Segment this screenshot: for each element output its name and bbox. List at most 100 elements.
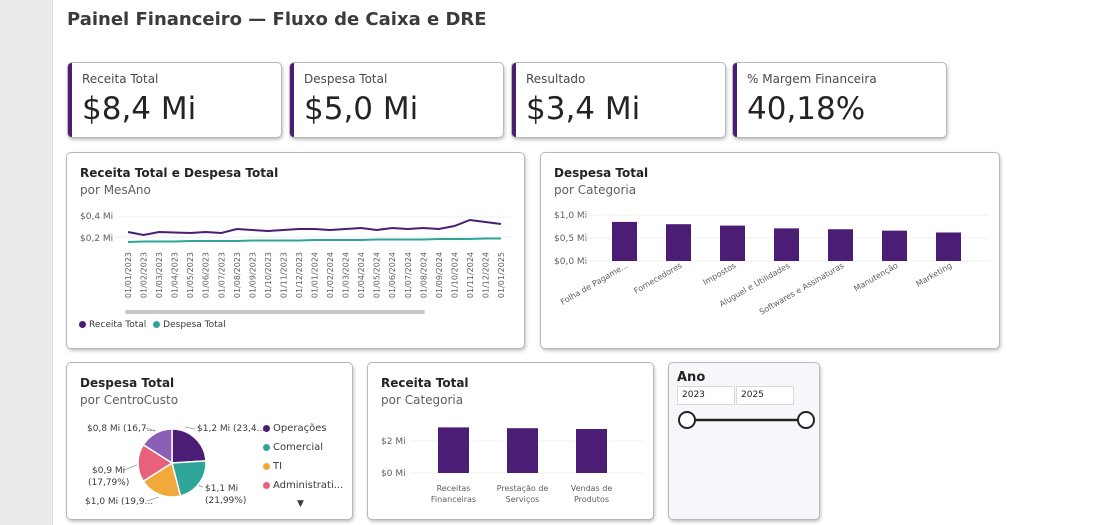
y-tick-label: $2 Mi — [381, 437, 406, 447]
x-tick-label: Prestação de — [497, 484, 549, 493]
legend-label: Receita Total — [89, 320, 147, 330]
x-tick-label: 01/09/2024 — [435, 252, 444, 298]
leader-line — [144, 427, 157, 432]
chart-title: Receita Total — [381, 376, 469, 390]
chart-title: Despesa Total — [80, 376, 175, 390]
bar-chart: $1,0 Mi $0,5 Mi $0,0 Mi Folha de Pagame.… — [554, 211, 989, 317]
legend-label: Despesa Total — [163, 320, 226, 330]
x-tick-label: 01/04/2023 — [171, 252, 180, 298]
y-tick-label: $1,0 Mi — [554, 211, 587, 221]
x-tick-label: 01/07/2024 — [404, 252, 413, 298]
legend-more-icon[interactable]: ▼ — [297, 499, 304, 509]
bar — [936, 232, 961, 261]
bar — [507, 428, 538, 473]
despesa-categoria-card[interactable]: Despesa Total por Categoria $1,0 Mi $0,5… — [541, 153, 999, 348]
x-tick-label: 01/05/2023 — [186, 252, 195, 298]
leader-line — [123, 464, 138, 471]
kpi-card-resultado[interactable]: Resultado $3,4 Mi — [512, 63, 725, 137]
bar — [612, 221, 637, 261]
legend-dot — [153, 321, 161, 328]
x-tick-label: 01/07/2023 — [217, 252, 226, 298]
legend-dot — [263, 443, 270, 451]
slider-start-handle[interactable] — [678, 411, 696, 429]
pie-slice — [171, 460, 207, 497]
x-tick-label: 01/08/2024 — [419, 252, 428, 298]
legend-item[interactable]: Operações — [263, 423, 343, 442]
slice-label: $0,8 Mi (16,7... — [87, 424, 155, 434]
x-tick-label: Marketing — [914, 261, 953, 289]
x-tick-label: 01/11/2023 — [279, 252, 288, 298]
receita-categoria-card[interactable]: Receita Total por Categoria $2 Mi $0 Mi … — [368, 363, 653, 519]
ano-slicer[interactable]: Ano 2023 2025 — [669, 363, 819, 519]
pie-chart-card[interactable]: Despesa Total por CentroCusto $1,2 Mi (2… — [67, 363, 352, 519]
kpi-card-margem[interactable]: % Margem Financeira 40,18% — [733, 63, 946, 137]
slice-label: $1,2 Mi (23,4... — [197, 424, 265, 434]
kpi-value: $8,4 Mi — [82, 91, 197, 127]
chart-subtitle: por CentroCusto — [80, 393, 179, 407]
y-tick-label: $0,5 Mi — [554, 234, 587, 244]
x-tick-label: Serviços — [506, 495, 540, 504]
bar — [720, 225, 745, 261]
chart-subtitle: por Categoria — [381, 393, 464, 407]
slicer-title: Ano — [677, 370, 706, 385]
legend-dot — [79, 321, 86, 328]
scrollbar[interactable] — [125, 310, 425, 314]
page-title: Painel Financeiro — Fluxo de Caixa e DRE — [67, 9, 487, 30]
legend-item[interactable]: Administrati... — [263, 480, 343, 499]
pie-chart: $1,2 Mi (23,4... $1,1 Mi (21,99%) $1,0 M… — [85, 424, 265, 507]
x-tick-label: 01/12/2023 — [295, 252, 304, 298]
slicer-start-input[interactable]: 2023 — [677, 386, 735, 405]
kpi-value: $3,4 Mi — [526, 91, 641, 127]
legend-label: Comercial — [273, 442, 324, 453]
y-tick-label: $0,4 Mi — [80, 212, 113, 222]
slice-label: $1,1 Mi — [205, 484, 238, 494]
pie-legend: Operações Comercial TI Administrati... ▼ — [263, 423, 343, 518]
bar — [882, 230, 907, 261]
slider-end-handle[interactable] — [797, 411, 815, 429]
kpi-label: Resultado — [526, 72, 586, 86]
pie-slice — [142, 428, 173, 465]
x-tick-label: 01/08/2023 — [233, 252, 242, 298]
x-tick-label: 01/02/2023 — [140, 252, 149, 298]
x-tick-label: 01/04/2024 — [357, 252, 366, 298]
bar — [774, 228, 799, 261]
bar — [438, 427, 469, 473]
kpi-card-despesa[interactable]: Despesa Total $5,0 Mi — [290, 63, 503, 137]
kpi-label: Despesa Total — [304, 72, 388, 86]
x-tick-label: 01/10/2023 — [264, 252, 273, 298]
legend-item[interactable]: TI — [263, 461, 343, 480]
line-chart: $0,4 Mi $0,2 Mi 01/01/2023 01/02/2023 01/0… — [80, 212, 512, 314]
x-tick-label: 01/01/2023 — [124, 252, 133, 298]
pie-slice — [171, 428, 207, 464]
x-tick-label: Fornecedores — [632, 261, 683, 296]
x-tick-label: Receitas — [437, 484, 471, 493]
slice-label: $0,9 Mi — [92, 466, 125, 476]
x-tick-label: 01/02/2024 — [326, 252, 335, 298]
x-tick-label: Impostos — [701, 261, 737, 287]
pie-slice — [142, 461, 182, 498]
x-tick-label: 01/03/2023 — [155, 252, 164, 298]
x-tick-label: 01/11/2024 — [466, 252, 475, 298]
legend-dot — [263, 462, 270, 470]
series-line-despesa-total — [127, 237, 501, 243]
legend-item[interactable]: Comercial — [263, 442, 343, 461]
legend-label: TI — [273, 461, 283, 472]
y-tick-label: $0 Mi — [381, 469, 406, 479]
chart-legend: Receita Total Despesa Total — [79, 320, 226, 330]
line-chart-card[interactable]: Receita Total e Despesa Total por MesAno… — [67, 153, 524, 348]
x-tick-label: Vendas de — [571, 484, 613, 493]
chart-title: Receita Total e Despesa Total — [80, 166, 279, 180]
x-tick-label: Folha de Pagame... — [559, 261, 629, 307]
chart-title: Despesa Total — [554, 166, 649, 180]
slicer-end-input[interactable]: 2025 — [736, 386, 794, 405]
kpi-card-receita[interactable]: Receita Total $8,4 Mi — [68, 63, 281, 137]
legend-dot — [263, 424, 270, 432]
series-line-receita-total — [127, 218, 502, 237]
slice-label: (17,79%) — [88, 478, 129, 488]
y-tick-label: $0,2 Mi — [80, 234, 113, 244]
leader-line — [184, 426, 196, 430]
slice-label: (21,99%) — [205, 496, 246, 506]
kpi-value: $5,0 Mi — [304, 91, 419, 127]
bar-chart: $2 Mi $0 Mi Receitas Financeiras Prestação… — [381, 427, 643, 504]
x-tick-label: 01/06/2023 — [202, 252, 211, 298]
